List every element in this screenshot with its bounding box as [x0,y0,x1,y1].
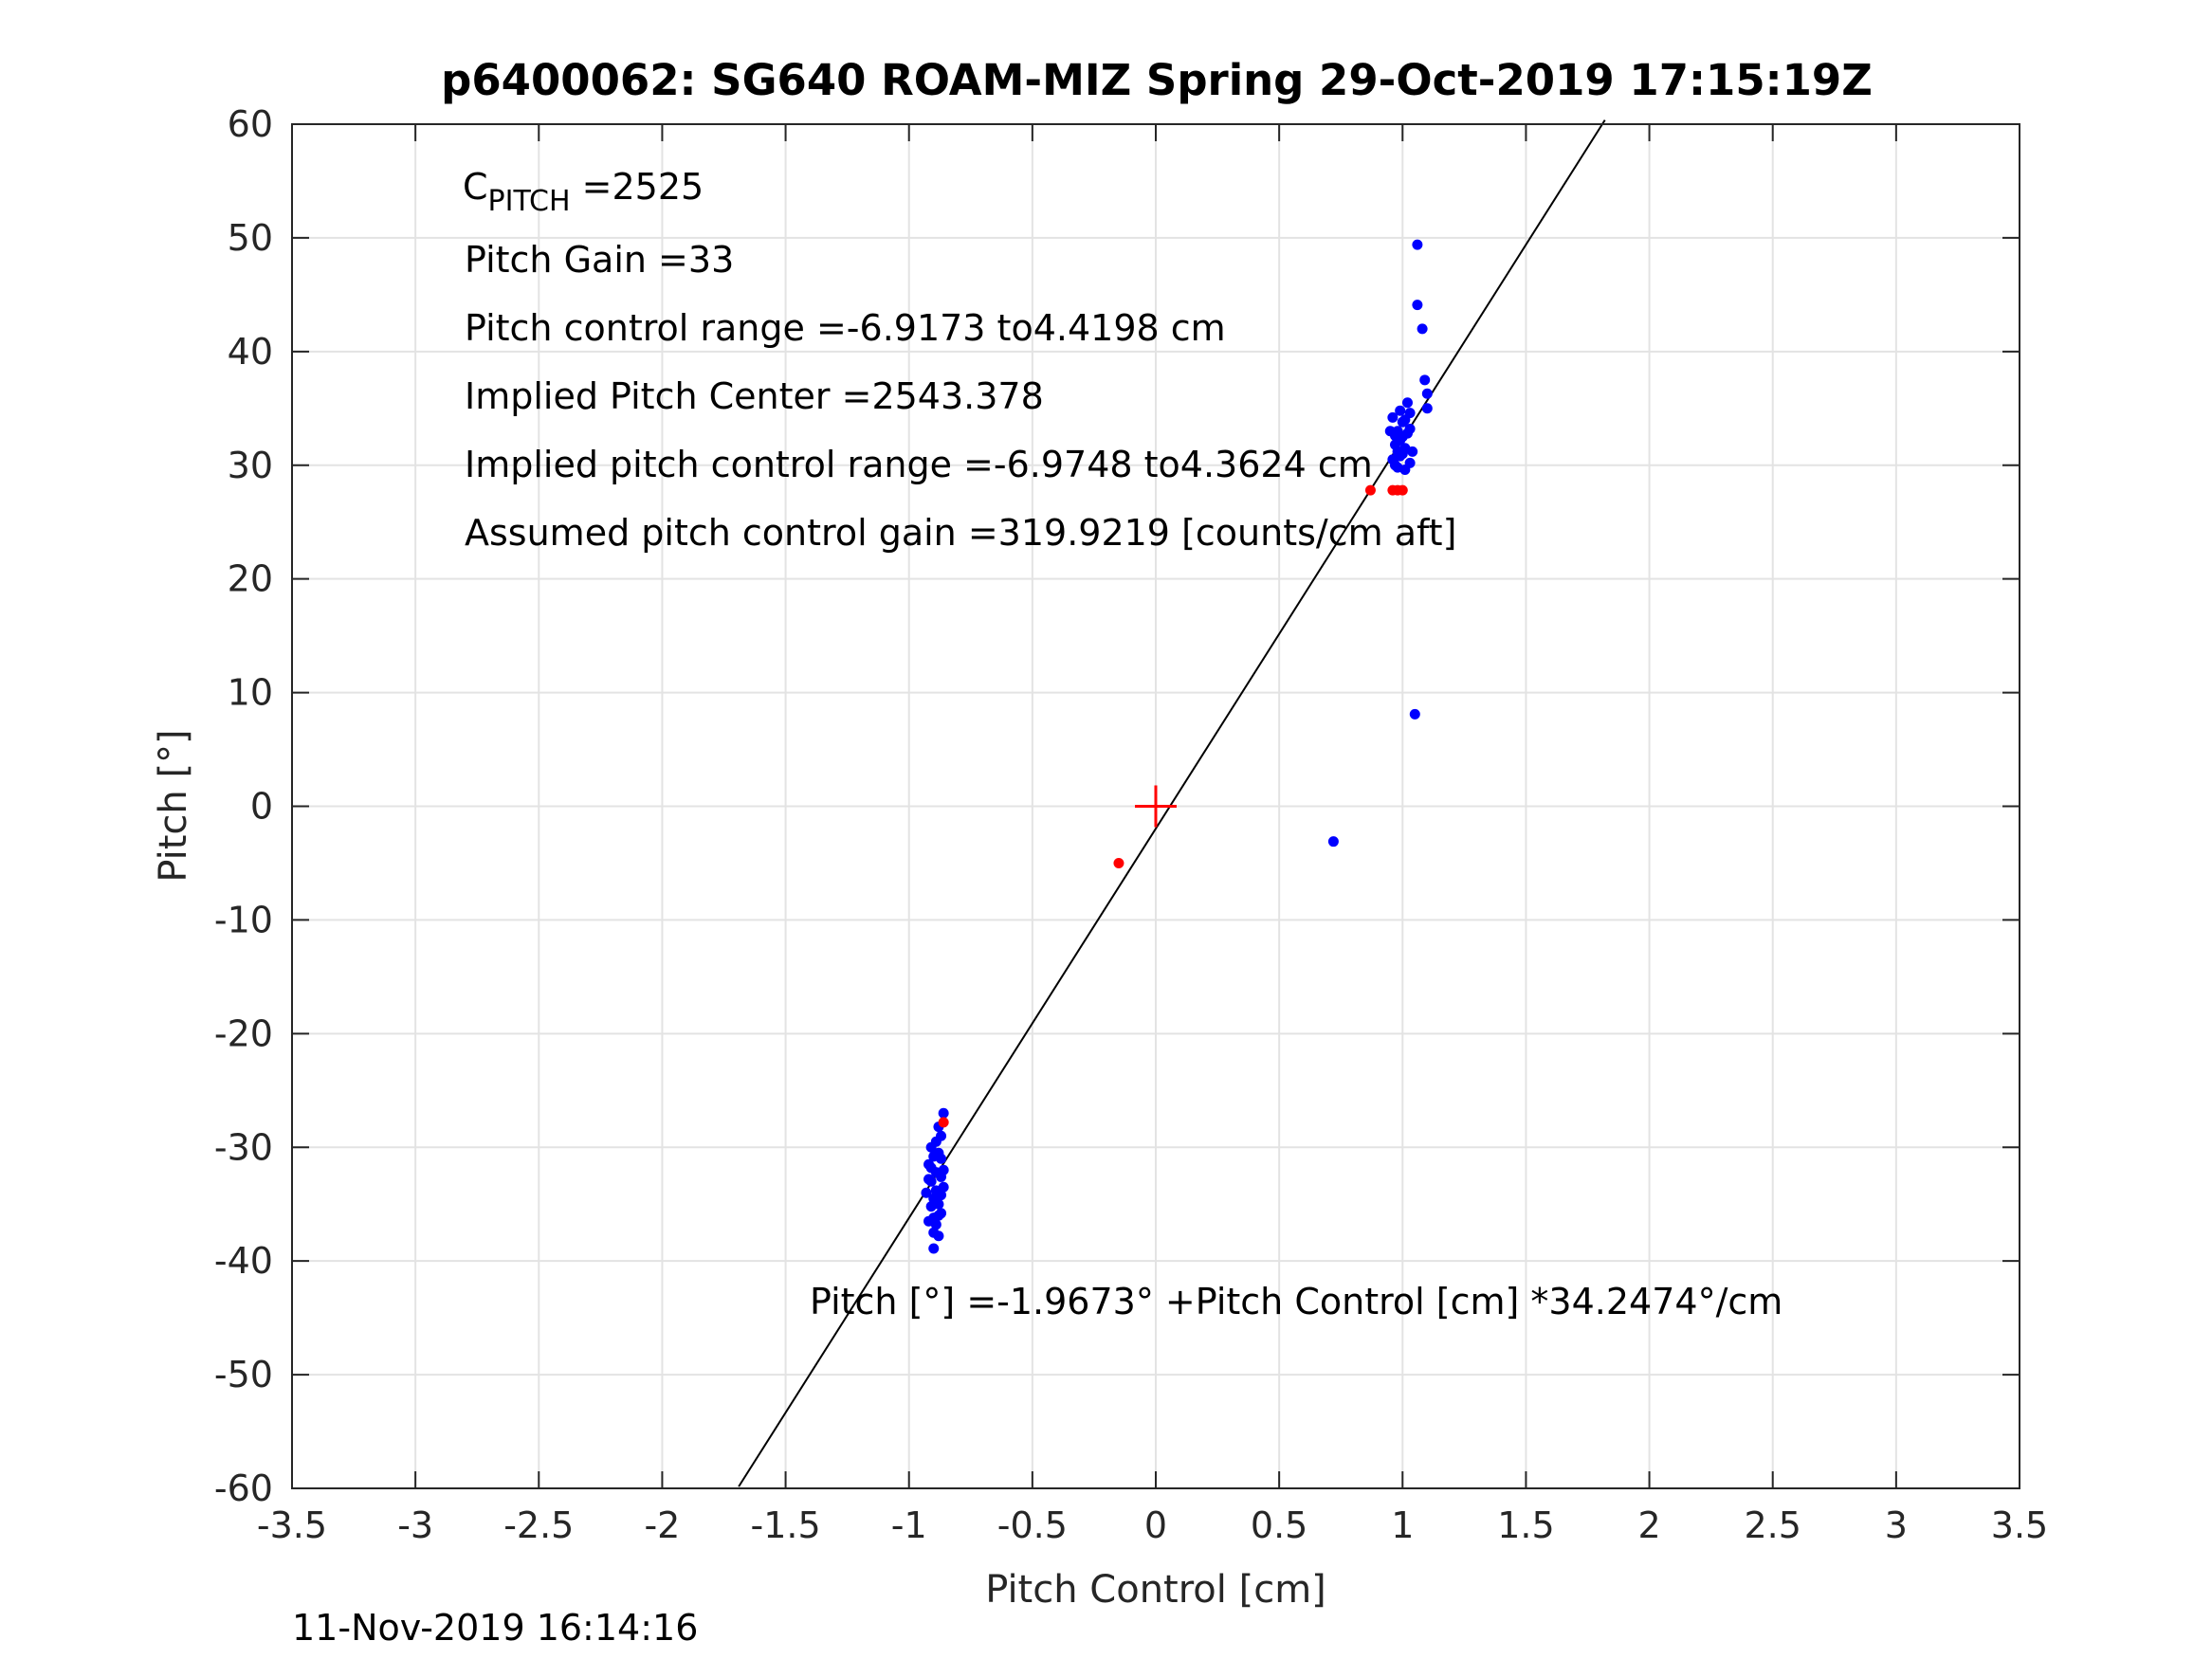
x-tick-label: 3 [1885,1504,1908,1546]
blue-data-point [925,1162,937,1174]
data-points-layer [921,239,1433,1254]
blue-data-point [1395,405,1406,416]
blue-data-point [933,1231,944,1242]
x-axis-label: Pitch Control [cm] [985,1568,1326,1612]
x-tick-label: -2.5 [503,1504,574,1546]
blue-data-point [921,1187,932,1198]
cpitch-main: C [463,166,488,208]
implied-center-annotation: Implied Pitch Center =2543.378 [465,375,1044,417]
blue-data-point [923,1174,935,1185]
x-tick-label: 1.5 [1497,1504,1554,1546]
blue-data-point [1417,323,1428,335]
x-tick-label: 2.5 [1744,1504,1801,1546]
y-tick-label: -60 [214,1468,273,1509]
blue-data-point [1397,431,1408,443]
blue-data-point [1404,423,1416,434]
blue-data-point [1384,426,1396,437]
blue-data-point [1407,446,1418,457]
y-tick-label: -40 [214,1240,273,1282]
blue-data-point [928,1243,940,1254]
y-tick-label: 0 [250,786,273,828]
blue-data-point [933,1198,944,1210]
blue-data-point [928,1151,940,1162]
red-point-series [938,484,1408,1128]
blue-data-point [1421,403,1433,414]
blue-data-point [1412,300,1423,311]
x-tick-label: -3.5 [257,1504,327,1546]
control-range-annotation: Pitch control range =-6.9173 to4.4198 cm [465,307,1226,349]
blue-data-point [936,1130,947,1141]
center-marker-layer [1135,785,1177,828]
blue-data-point [1409,708,1420,720]
blue-data-point [1397,416,1408,428]
y-tick-label: 10 [228,672,273,714]
x-tick-label: -1 [891,1504,927,1546]
blue-data-point [1419,374,1431,386]
blue-data-point [1412,239,1423,250]
x-tick-label: 3.5 [1991,1504,2048,1546]
x-tick-label: 0.5 [1251,1504,1307,1546]
axis-ticks [291,123,2020,1489]
blue-data-point [1401,397,1413,409]
blue-data-point [1387,411,1398,423]
fit-line [738,119,1606,1487]
fit-equation-annotation: Pitch [°] =-1.9673° +Pitch Control [cm] … [810,1281,1782,1322]
cpitch-subscript: PITCH [488,185,571,218]
x-tick-label: 1 [1391,1504,1414,1546]
x-tick-label: -1.5 [750,1504,820,1546]
cpitch-annotation: CPITCH =2525 [463,166,704,218]
y-tick-label: -50 [214,1354,273,1395]
fit-line-layer [738,119,1606,1487]
y-tick-label: 60 [228,103,273,145]
blue-data-point [1389,460,1400,471]
x-tick-label: 0 [1144,1504,1167,1546]
red-data-point [1364,484,1376,496]
y-tick-label: 20 [228,558,273,600]
blue-data-point [1404,408,1416,419]
y-tick-labels: -60 -50 -40 -30 -20 -10 0 10 20 30 40 50 60 [214,103,273,1509]
y-tick-label: 40 [228,331,273,373]
blue-data-point [928,1212,940,1224]
y-tick-label: -20 [214,1012,273,1054]
footer-timestamp: 11-Nov-2019 16:14:16 [292,1607,698,1649]
y-tick-label: -30 [214,1126,273,1168]
pitch-gain-annotation: Pitch Gain =33 [465,239,734,281]
x-tick-label: -0.5 [997,1504,1068,1546]
cpitch-value: =2525 [571,166,704,208]
blue-data-point [930,1185,941,1196]
assumed-gain-annotation: Assumed pitch control gain =319.9219 [co… [465,512,1456,554]
y-tick-label: 50 [228,217,273,259]
implied-range-annotation: Implied pitch control range =-6.9748 to4… [465,444,1373,485]
blue-data-point [1421,388,1433,399]
red-data-point [938,1117,949,1128]
chart-title: p6400062: SG640 ROAM-MIZ Spring 29-Oct-2… [441,55,1873,105]
x-tick-labels: -3.5 -3 -2.5 -2 -1.5 -1 -0.5 0 0.5 1 1.5 2 2.5 3 3.5 [257,1504,2048,1546]
blue-point-series [921,239,1433,1254]
y-axis-label: Pitch [°] [152,729,195,882]
blue-data-point [938,1107,949,1119]
y-tick-label: -10 [214,899,273,940]
x-tick-label: 2 [1637,1504,1660,1546]
blue-data-point [936,1171,947,1182]
x-tick-label: -3 [397,1504,433,1546]
blue-data-point [1327,836,1339,848]
blue-data-point [1399,465,1411,476]
x-tick-label: -2 [644,1504,680,1546]
red-data-point [1113,857,1124,868]
blue-data-point [1392,446,1403,457]
red-data-point [1397,484,1408,496]
y-tick-label: 30 [228,445,273,486]
